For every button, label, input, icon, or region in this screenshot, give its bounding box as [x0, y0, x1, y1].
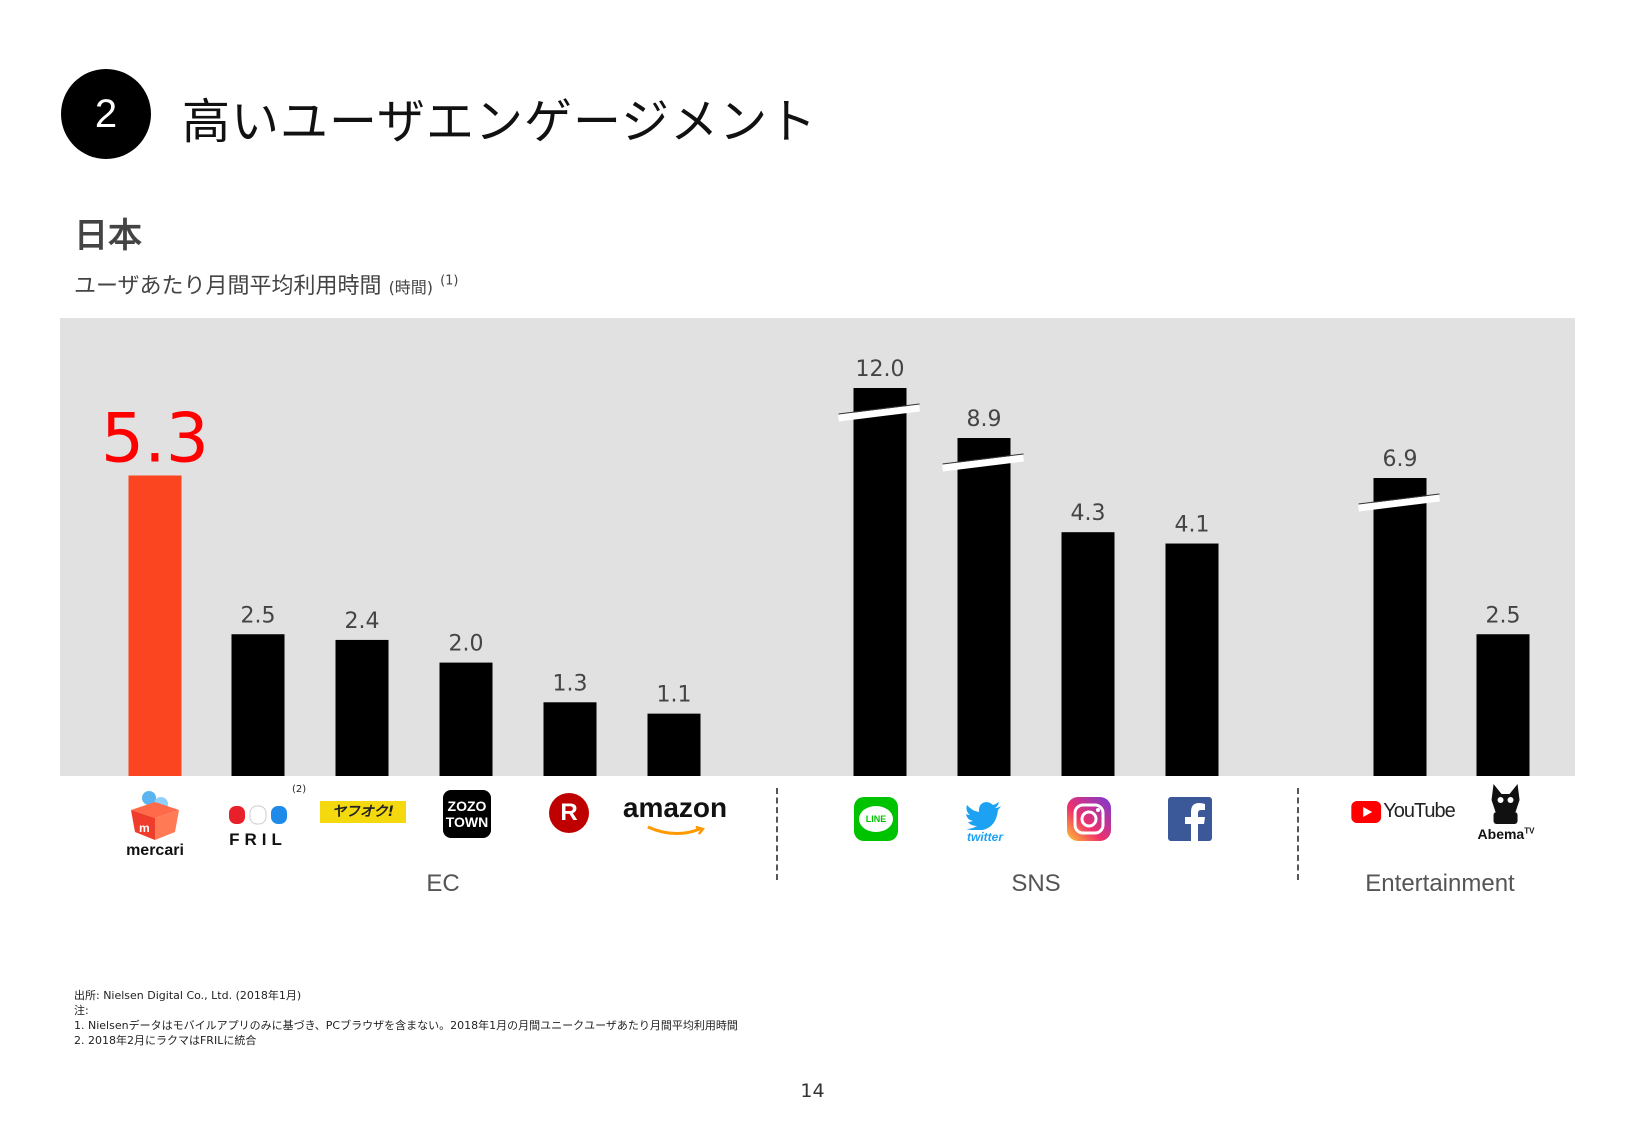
fril-dots-icon [229, 805, 287, 825]
value-label-instagram: 4.3 [1071, 501, 1106, 526]
bar-youtube [1373, 478, 1427, 776]
facebook-logo [1168, 797, 1212, 845]
svg-text:m: m [139, 821, 150, 835]
bar-line [853, 388, 907, 776]
line-logo: LINE [854, 797, 898, 841]
yahuoku-wordmark: ヤフオク! [320, 801, 406, 823]
page-title: 高いユーザエンゲージメント [182, 94, 818, 150]
value-label-abematv: 2.5 [1486, 603, 1521, 628]
instagram-logo [1067, 797, 1111, 845]
value-label-youtube: 6.9 [1383, 447, 1418, 472]
bar-zozotown [439, 662, 493, 776]
chart-background [60, 318, 1575, 776]
twitter-logo: twitter [965, 800, 1005, 844]
fril-logo: FRIL [227, 804, 289, 850]
zozo-line-1: ZOZO [447, 798, 487, 814]
twitter-bird-icon [966, 802, 1001, 831]
abematv-logo: AbemaTV [1478, 782, 1535, 842]
group-label-entertainment: Entertainment [1365, 870, 1515, 897]
mercari-wordmark: mercari [126, 842, 184, 859]
page-number: 14 [800, 1080, 825, 1102]
footnote-note-heading: 注: [74, 1004, 89, 1017]
group-label-ec: EC [426, 870, 460, 897]
line-icon: LINE [854, 797, 898, 841]
zozo-line-2: TOWN [445, 814, 489, 830]
footnote-2: 2. 2018年2月にラクマはFRILに統合 [74, 1034, 257, 1047]
line-wordmark: LINE [859, 806, 893, 832]
bar-instagram [1061, 532, 1115, 776]
abema-text: Abema [1477, 826, 1525, 842]
youtube-logo: YouTube [1351, 800, 1456, 823]
value-label-mercari: 5.3 [101, 399, 209, 478]
bar-rakuten [543, 702, 597, 776]
footnote-source: 出所: Nielsen Digital Co., Ltd. (2018年1月) [74, 989, 302, 1002]
axis-break-line [838, 404, 920, 422]
value-label-rakuten: 1.3 [553, 671, 588, 696]
zozotown-icon: ZOZO TOWN [443, 790, 491, 838]
chart-subtitle: ユーザあたり月間平均利用時間 (時間) (1) [74, 268, 458, 300]
fril-note: (2) [292, 784, 307, 795]
value-label-yahuoku: 2.4 [345, 609, 380, 634]
amazon-smile-icon [647, 825, 706, 835]
value-label-twitter: 8.9 [967, 407, 1002, 432]
bar-fril [231, 634, 285, 776]
amazon-wordmark: amazon [622, 792, 728, 823]
twitter-wordmark: twitter [967, 830, 1003, 844]
abema-tv-text: TV [1524, 826, 1535, 836]
value-label-line: 12.0 [856, 357, 905, 382]
axis-break-edge-youtube [1358, 493, 1440, 505]
subtitle-note: (1) [440, 273, 459, 289]
zozotown-logo: ZOZO TOWN [443, 790, 491, 838]
bar-mercari [128, 475, 182, 776]
instagram-icon [1067, 797, 1111, 841]
section-number-badge: 2 [61, 69, 151, 159]
fril-wordmark: FRIL [229, 830, 287, 849]
section-number: 2 [94, 91, 118, 136]
mercari-box-icon: m [131, 791, 179, 840]
axis-break-twitter [942, 454, 1024, 472]
value-label-facebook: 4.1 [1175, 513, 1210, 538]
yahuoku-logo: ヤフオク! [320, 801, 406, 823]
bar-abematv [1476, 634, 1530, 776]
youtube-wordmark: YouTube [1383, 800, 1456, 822]
abema-wordmark: AbemaTV [1478, 826, 1535, 842]
rakuten-logo: R [549, 793, 589, 833]
subtitle-text: ユーザあたり月間平均利用時間 [74, 274, 382, 299]
value-label-zozotown: 2.0 [449, 632, 484, 657]
bar-twitter [957, 438, 1011, 776]
bar-facebook [1165, 543, 1219, 776]
footnote-1: 1. Nielsenデータはモバイルアプリのみに基づき、PCブラウザを含まない。… [74, 1019, 738, 1032]
value-label-amazon: 1.1 [657, 683, 692, 708]
axis-break-edge-line [838, 403, 920, 415]
rakuten-icon: R [549, 793, 589, 833]
group-label-sns: SNS [1011, 870, 1061, 897]
axis-break-youtube [1358, 494, 1440, 512]
group-separator-ec-sns [776, 788, 778, 880]
group-separator-sns-entertainment [1297, 788, 1299, 880]
axis-break-edge-twitter [942, 453, 1024, 465]
region-heading: 日本 [74, 216, 142, 256]
youtube-play-icon [1351, 800, 1382, 823]
value-label-fril: 2.5 [241, 603, 276, 628]
abema-mascot-icon [1491, 784, 1520, 824]
mercari-logo: m mercari [125, 790, 185, 860]
footnotes: 出所: Nielsen Digital Co., Ltd. (2018年1月) … [74, 988, 738, 1048]
bar-yahuoku [335, 639, 389, 776]
facebook-icon [1168, 797, 1212, 841]
subtitle-unit: (時間) [388, 278, 434, 297]
bar-amazon [647, 713, 701, 776]
amazon-logo: amazon [623, 794, 727, 841]
